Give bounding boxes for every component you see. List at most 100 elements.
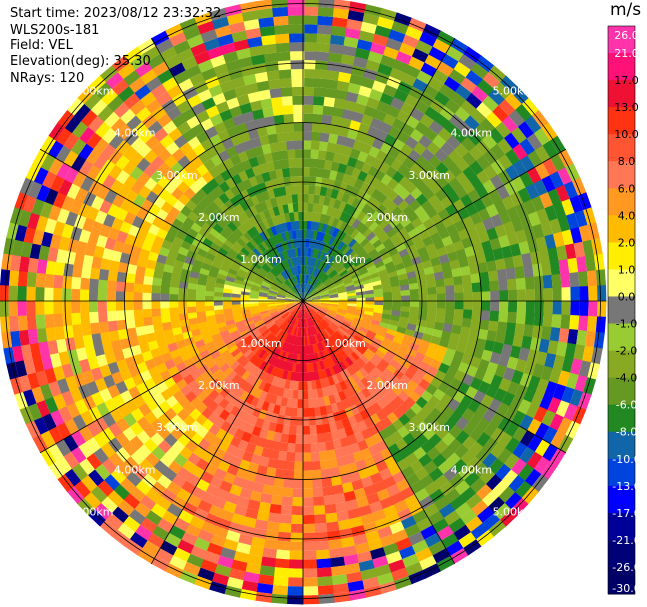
velocity-cell: [278, 307, 287, 312]
velocity-cell: [269, 309, 278, 314]
velocity-cell: [379, 7, 399, 22]
colorbar-tick-label: -17.0: [612, 507, 640, 520]
velocity-cell: [322, 395, 331, 406]
velocity-cell: [261, 484, 274, 495]
velocity-cell: [283, 240, 290, 251]
velocity-cell: [334, 280, 344, 287]
velocity-cell: [341, 445, 353, 457]
velocity-cell: [542, 158, 559, 177]
velocity-cell: [445, 285, 455, 295]
velocity-cell: [192, 204, 204, 217]
velocity-cell: [120, 107, 137, 125]
velocity-cell: [308, 407, 316, 417]
velocity-cell: [366, 207, 377, 219]
velocity-cell: [72, 323, 83, 338]
velocity-cell: [269, 288, 279, 293]
velocity-cell: [276, 263, 284, 273]
velocity-cell: [469, 523, 489, 541]
velocity-cell: [343, 100, 358, 112]
velocity-cell: [358, 326, 369, 334]
velocity-cell: [290, 276, 296, 286]
velocity-cell: [365, 59, 382, 73]
velocity-cell: [240, 580, 259, 592]
velocity-cell: [302, 461, 312, 471]
velocity-cell: [245, 337, 255, 346]
velocity-cell: [76, 239, 88, 255]
velocity-cell: [303, 299, 312, 301]
velocity-cell: [128, 253, 140, 266]
velocity-cell: [259, 25, 277, 37]
velocity-cell: [579, 286, 589, 303]
range-ring-label: 3.00km: [408, 169, 450, 182]
velocity-cell: [316, 42, 332, 53]
velocity-cell: [311, 478, 323, 489]
velocity-cell: [278, 340, 285, 350]
velocity-cell: [329, 246, 338, 257]
velocity-cell: [514, 358, 528, 374]
velocity-cell: [286, 249, 292, 259]
velocity-cell: [290, 287, 298, 295]
velocity-cell: [279, 505, 293, 515]
velocity-cell: [49, 351, 62, 368]
velocity-cell: [268, 503, 282, 514]
velocity-cell: [569, 315, 580, 332]
velocity-cell: [406, 379, 419, 392]
velocity-cell: [128, 485, 146, 503]
range-ring-label: 3.00km: [156, 169, 198, 182]
velocity-cell: [204, 305, 215, 312]
velocity-cell: [258, 16, 276, 28]
velocity-cell: [460, 326, 471, 338]
velocity-cell: [254, 318, 264, 326]
velocity-cell: [313, 279, 320, 288]
field-label: Field: VEL: [10, 38, 73, 53]
velocity-cell: [370, 341, 381, 350]
velocity-cell: [134, 83, 152, 100]
velocity-cell: [367, 344, 378, 354]
velocity-cell: [418, 307, 428, 315]
velocity-cell: [317, 6, 336, 18]
velocity-cell: [344, 499, 359, 511]
velocity-cell: [255, 398, 265, 410]
velocity-cell: [340, 323, 350, 331]
velocity-cell: [288, 550, 303, 560]
velocity-cell: [278, 441, 289, 452]
velocity-cell: [345, 236, 354, 246]
azimuth-spoke: [150, 38, 456, 564]
velocity-cell: [578, 360, 592, 379]
velocity-cell: [294, 284, 300, 293]
velocity-cell: [233, 351, 244, 361]
velocity-cell: [521, 335, 533, 351]
velocity-cell: [323, 160, 334, 171]
velocity-cell: [178, 77, 195, 93]
velocity-cell: [323, 214, 331, 225]
velocity-cell: [344, 261, 354, 270]
velocity-cell: [395, 211, 408, 223]
velocity-cell: [296, 301, 303, 308]
velocity-cell: [303, 301, 306, 310]
velocity-cell: [243, 258, 253, 267]
velocity-cell: [116, 270, 127, 283]
velocity-cell: [228, 67, 245, 81]
velocity-cell: [263, 342, 272, 352]
velocity-cell: [254, 71, 270, 83]
velocity-cell: [404, 265, 416, 274]
velocity-cell: [469, 356, 482, 370]
velocity-cell: [477, 79, 496, 97]
velocity-cell: [377, 247, 389, 257]
velocity-cell: [428, 488, 445, 504]
velocity-cell: [318, 288, 328, 294]
velocity-cell: [482, 371, 495, 386]
velocity-cell: [530, 250, 542, 266]
velocity-cell: [218, 508, 235, 522]
velocity-cell: [265, 466, 277, 478]
velocity-cell: [361, 203, 372, 215]
velocity-cell: [372, 284, 383, 291]
velocity-cell: [230, 559, 248, 572]
velocity-cell: [296, 176, 304, 186]
velocity-cell: [287, 149, 297, 159]
velocity-cell: [315, 269, 321, 278]
velocity-cell: [268, 169, 278, 181]
velocity-cell: [453, 240, 465, 253]
velocity-cell: [73, 334, 85, 350]
velocity-cell: [274, 348, 282, 359]
